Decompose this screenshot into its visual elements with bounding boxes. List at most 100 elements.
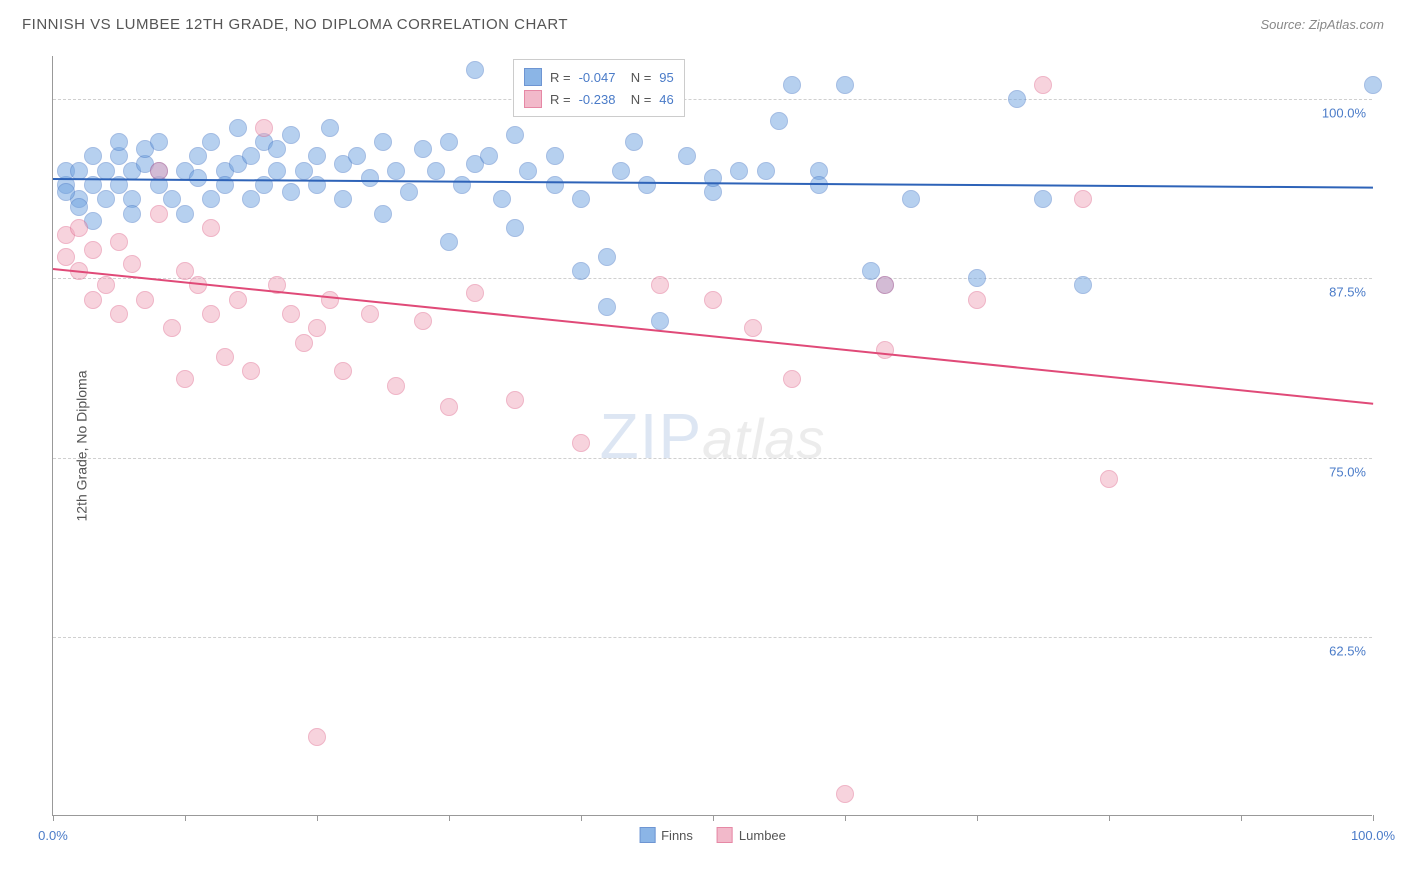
x-tick — [449, 815, 450, 821]
data-point — [202, 305, 220, 323]
gridline — [53, 99, 1372, 100]
legend-n-value: 95 — [659, 70, 673, 85]
x-tick — [1109, 815, 1110, 821]
data-point — [638, 176, 656, 194]
data-point — [744, 319, 762, 337]
series-legend-item: Finns — [639, 827, 693, 843]
data-point — [836, 785, 854, 803]
data-point — [506, 219, 524, 237]
data-point — [783, 370, 801, 388]
data-point — [202, 190, 220, 208]
data-point — [176, 205, 194, 223]
data-point — [466, 61, 484, 79]
data-point — [361, 305, 379, 323]
legend-swatch — [524, 68, 542, 86]
series-legend-label: Finns — [661, 828, 693, 843]
data-point — [400, 183, 418, 201]
data-point — [493, 190, 511, 208]
data-point — [282, 183, 300, 201]
y-tick-label: 87.5% — [1329, 285, 1366, 300]
data-point — [110, 133, 128, 151]
data-point — [440, 133, 458, 151]
data-point — [480, 147, 498, 165]
data-point — [282, 126, 300, 144]
data-point — [57, 248, 75, 266]
data-point — [123, 255, 141, 273]
trendline — [53, 268, 1373, 405]
data-point — [572, 190, 590, 208]
data-point — [308, 728, 326, 746]
data-point — [334, 190, 352, 208]
stats-legend-row: R = -0.047 N = 95 — [524, 66, 674, 88]
data-point — [730, 162, 748, 180]
data-point — [110, 233, 128, 251]
data-point — [334, 362, 352, 380]
data-point — [1034, 190, 1052, 208]
x-tick — [1373, 815, 1374, 821]
watermark: ZIPatlas — [600, 399, 826, 473]
y-tick-label: 100.0% — [1322, 106, 1366, 121]
x-tick-label: 0.0% — [38, 828, 68, 843]
data-point — [387, 162, 405, 180]
data-point — [1034, 76, 1052, 94]
data-point — [1008, 90, 1026, 108]
data-point — [150, 205, 168, 223]
series-legend: Finns Lumbee — [639, 827, 786, 843]
data-point — [136, 291, 154, 309]
data-point — [229, 119, 247, 137]
legend-n-label: N = — [623, 70, 651, 85]
data-point — [625, 133, 643, 151]
legend-r-label: R = — [550, 70, 571, 85]
data-point — [572, 434, 590, 452]
data-point — [348, 147, 366, 165]
data-point — [268, 140, 286, 158]
data-point — [453, 176, 471, 194]
data-point — [876, 276, 894, 294]
data-point — [598, 248, 616, 266]
data-point — [810, 176, 828, 194]
x-tick — [53, 815, 54, 821]
y-tick-label: 62.5% — [1329, 643, 1366, 658]
legend-r-value: -0.238 — [579, 92, 616, 107]
data-point — [242, 190, 260, 208]
series-legend-item: Lumbee — [717, 827, 786, 843]
data-point — [546, 176, 564, 194]
data-point — [466, 284, 484, 302]
data-point — [84, 241, 102, 259]
series-legend-label: Lumbee — [739, 828, 786, 843]
data-point — [242, 147, 260, 165]
data-point — [374, 133, 392, 151]
data-point — [1100, 470, 1118, 488]
data-point — [612, 162, 630, 180]
data-point — [308, 319, 326, 337]
data-point — [176, 370, 194, 388]
data-point — [229, 291, 247, 309]
data-point — [123, 205, 141, 223]
data-point — [150, 133, 168, 151]
stats-legend-row: R = -0.238 N = 46 — [524, 88, 674, 110]
data-point — [414, 140, 432, 158]
legend-swatch — [639, 827, 655, 843]
source-label: Source: ZipAtlas.com — [1260, 17, 1384, 32]
plot-area: ZIPatlas 62.5%75.0%87.5%100.0%0.0%100.0%… — [52, 56, 1372, 816]
data-point — [902, 190, 920, 208]
data-point — [361, 169, 379, 187]
data-point — [374, 205, 392, 223]
data-point — [70, 198, 88, 216]
data-point — [84, 291, 102, 309]
x-tick — [581, 815, 582, 821]
x-tick — [713, 815, 714, 821]
gridline — [53, 637, 1372, 638]
data-point — [97, 276, 115, 294]
data-point — [97, 190, 115, 208]
data-point — [70, 162, 88, 180]
data-point — [110, 305, 128, 323]
data-point — [321, 291, 339, 309]
data-point — [506, 391, 524, 409]
data-point — [387, 377, 405, 395]
data-point — [1074, 276, 1092, 294]
data-point — [968, 291, 986, 309]
x-tick-label: 100.0% — [1351, 828, 1395, 843]
data-point — [1364, 76, 1382, 94]
data-point — [440, 233, 458, 251]
